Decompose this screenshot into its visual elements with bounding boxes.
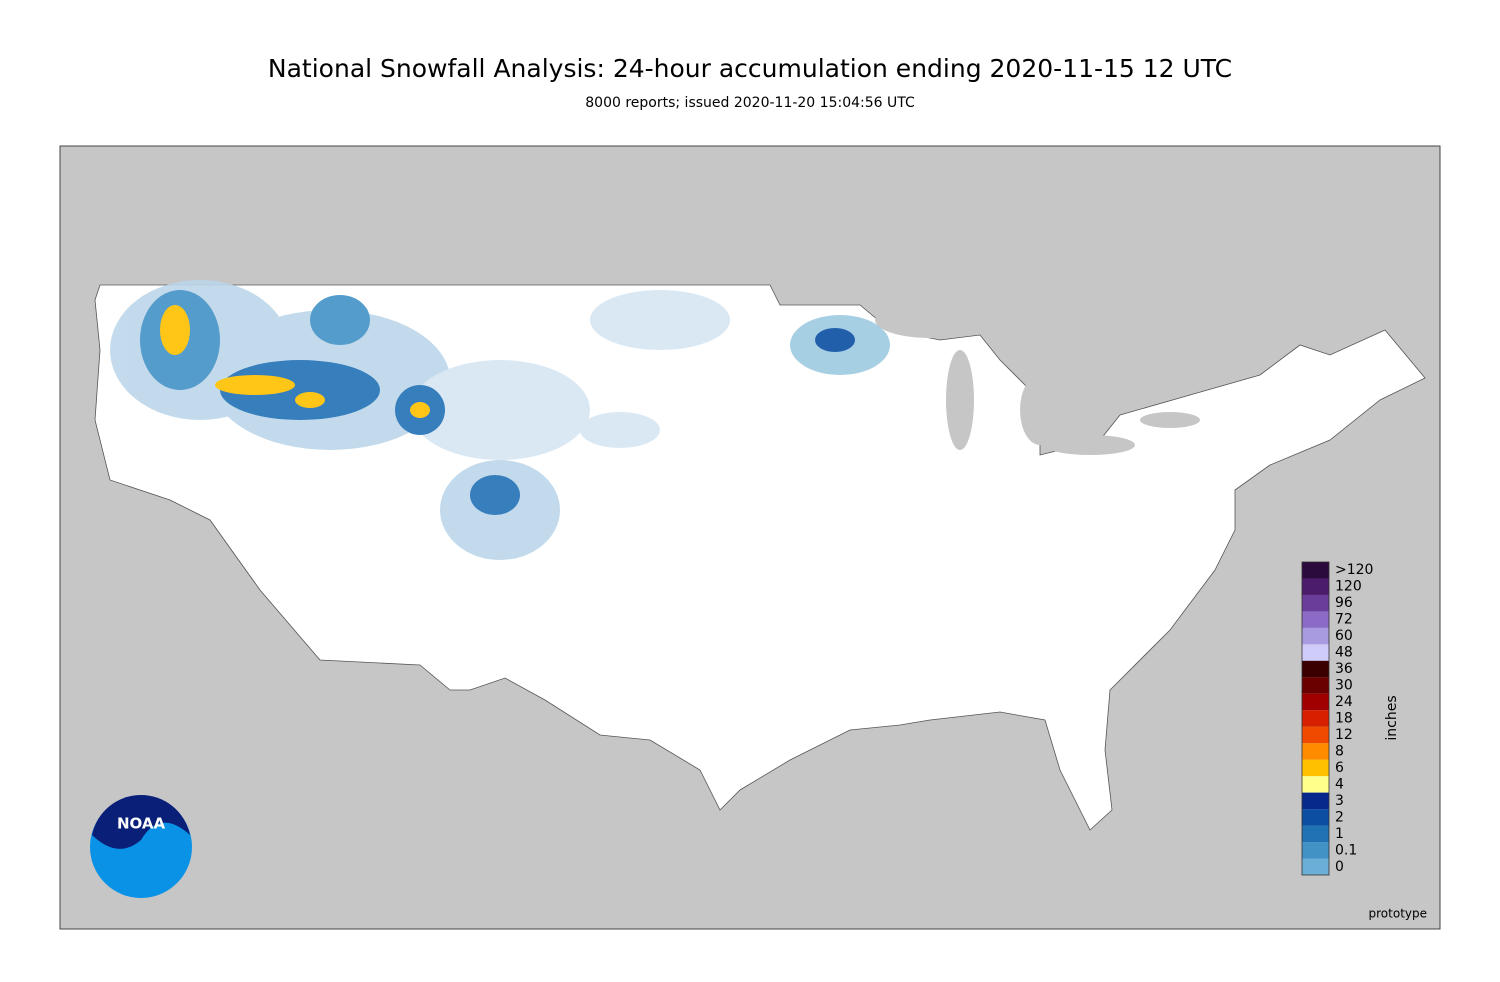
legend-swatch [1302,644,1329,661]
legend-label: 120 [1335,579,1362,595]
legend-swatch [1302,842,1329,859]
lake-michigan [946,350,974,450]
legend-label: 36 [1335,661,1353,677]
lake-superior [875,302,985,338]
legend-swatch [1302,710,1329,727]
legend-label: 30 [1335,678,1353,694]
legend-swatch [1302,627,1329,645]
legend-label: 8 [1335,743,1344,759]
legend-swatch [1302,776,1329,793]
legend-swatch [1302,759,1329,777]
legend-label: 0 [1335,859,1344,875]
legend-label: 48 [1335,645,1353,661]
legend-swatch [1302,594,1329,612]
prototype-note: prototype [1369,907,1427,921]
legend-label: 0.1 [1335,842,1357,858]
legend-label: 24 [1335,694,1353,710]
legend-swatch [1302,792,1329,810]
legend-label: 72 [1335,612,1353,628]
legend-swatch [1302,858,1329,875]
legend-swatch [1302,726,1329,744]
legend-label: 96 [1335,595,1353,611]
legend-label: 1 [1335,826,1344,842]
legend-swatch [1302,660,1329,678]
legend-label: 3 [1335,793,1344,809]
legend-label: 18 [1335,711,1353,727]
legend-swatch [1302,578,1329,595]
lake-ontario [1140,412,1200,428]
legend: inches >1201209672604836302418128643210.… [1301,561,1400,876]
snow-areas [110,280,890,560]
legend-label: 12 [1335,727,1353,743]
lake-huron [1020,375,1060,445]
lake-erie [1045,435,1135,455]
noaa-logo: NOAA [90,794,192,898]
legend-unit: inches [1384,695,1400,740]
legend-swatch [1302,693,1329,711]
title: National Snowfall Analysis: 24-hour accu… [268,54,1232,83]
legend-swatch [1302,677,1329,694]
legend-swatch [1302,611,1329,628]
subtitle: 8000 reports; issued 2020-11-20 15:04:56… [585,95,915,111]
legend-swatch [1302,743,1329,760]
legend-border [1301,561,1330,876]
legend-label: 60 [1335,628,1353,644]
legend-label: >120 [1335,562,1373,578]
legend-swatch [1302,562,1329,579]
map: NOAA prototype [59,145,1441,930]
legend-swatch [1302,825,1329,843]
legend-label: 2 [1335,809,1344,825]
logo-text: NOAA [117,815,166,833]
legend-label: 4 [1335,776,1344,792]
legend-swatch [1302,809,1329,826]
legend-label: 6 [1335,760,1344,776]
